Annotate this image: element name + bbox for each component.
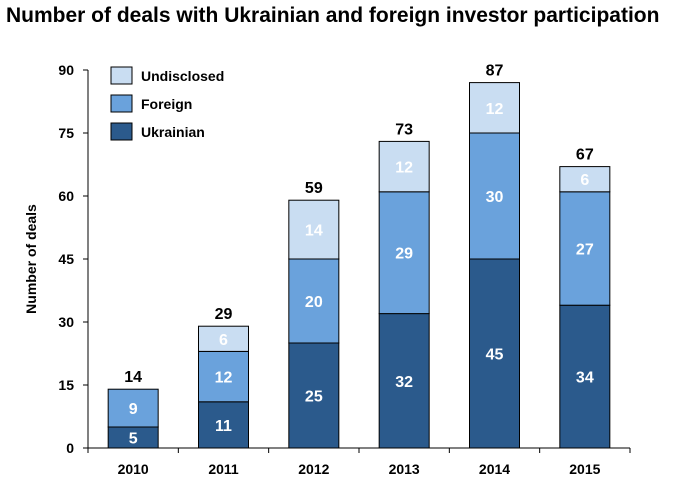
bar-segment-foreign: [107, 388, 159, 428]
y-tick-label: 15: [58, 377, 74, 393]
data-labels: 5914111262925201459322912734530128734276…: [124, 63, 594, 448]
legend-label-ukrainian: Ukrainian: [141, 124, 205, 140]
bars: [107, 82, 611, 449]
legend: Undisclosed Foreign Ukrainian: [110, 66, 224, 141]
segment-value-label: 30: [486, 189, 504, 206]
bar-total-label: 59: [305, 180, 323, 197]
x-tick-label: 2011: [208, 461, 239, 477]
bar-segment-ukrainian: [559, 304, 611, 449]
segment-value-label: 11: [215, 418, 232, 435]
segment-value-label: 27: [576, 242, 594, 259]
bar-total-label: 67: [576, 147, 594, 164]
segment-value-label: 25: [305, 389, 323, 406]
bar-total-label: 14: [124, 369, 142, 386]
segment-value-label: 12: [395, 160, 413, 177]
bar-segment-foreign: [378, 191, 430, 315]
y-tick-label: 90: [58, 62, 74, 78]
segment-value-label: 29: [395, 246, 413, 263]
bar-segment-undisclosed: [288, 199, 340, 260]
legend-swatch-undisclosed: [110, 66, 133, 85]
y-tick-label: 0: [66, 440, 74, 456]
y-axis-title: Number of deals: [23, 204, 39, 314]
x-tick-label: 2012: [298, 461, 329, 477]
segment-value-label: 20: [305, 294, 323, 311]
legend-swatch-ukrainian: [110, 122, 133, 141]
y-tick-label: 60: [58, 188, 74, 204]
bar-total-label: 29: [215, 306, 233, 323]
segment-value-label: 6: [580, 172, 589, 189]
bar-segment-foreign: [198, 350, 249, 403]
bar-total-label: 73: [395, 121, 413, 138]
x-tick-label: 2013: [389, 461, 420, 477]
bar-segment-foreign: [559, 191, 611, 306]
bar-segment-undisclosed: [198, 325, 249, 352]
segment-value-label: 32: [395, 374, 413, 391]
bar-segment-undisclosed: [378, 140, 430, 193]
bar-total-label: 87: [486, 63, 504, 80]
segment-value-label: 14: [305, 223, 323, 240]
segment-value-label: 34: [576, 370, 594, 387]
bar-segment-ukrainian: [288, 342, 340, 449]
segment-value-label: 12: [215, 370, 233, 387]
segment-value-label: 9: [129, 401, 138, 418]
y-tick-label: 75: [58, 125, 74, 141]
x-tick-label: 2010: [118, 461, 149, 477]
segment-value-label: 5: [129, 431, 138, 448]
bar-segment-ukrainian: [198, 401, 249, 449]
bar-segment-foreign: [469, 132, 520, 260]
segment-value-label: 45: [486, 347, 504, 364]
bar-segment-ukrainian: [469, 258, 520, 449]
bar-segment-undisclosed: [469, 82, 520, 134]
bar-segment-undisclosed: [559, 166, 611, 193]
y-tick-label: 30: [58, 314, 74, 330]
legend-label-undisclosed: Undisclosed: [141, 68, 224, 84]
x-tick-label: 2014: [479, 461, 510, 477]
legend-label-foreign: Foreign: [141, 96, 192, 112]
x-tick-label: 2015: [569, 461, 600, 477]
segment-value-label: 6: [219, 332, 228, 349]
segment-value-label: 12: [486, 101, 504, 118]
chart-title: Number of deals with Ukrainian and forei…: [6, 4, 660, 27]
legend-swatch-foreign: [110, 94, 133, 113]
y-tick-label: 45: [58, 251, 74, 267]
